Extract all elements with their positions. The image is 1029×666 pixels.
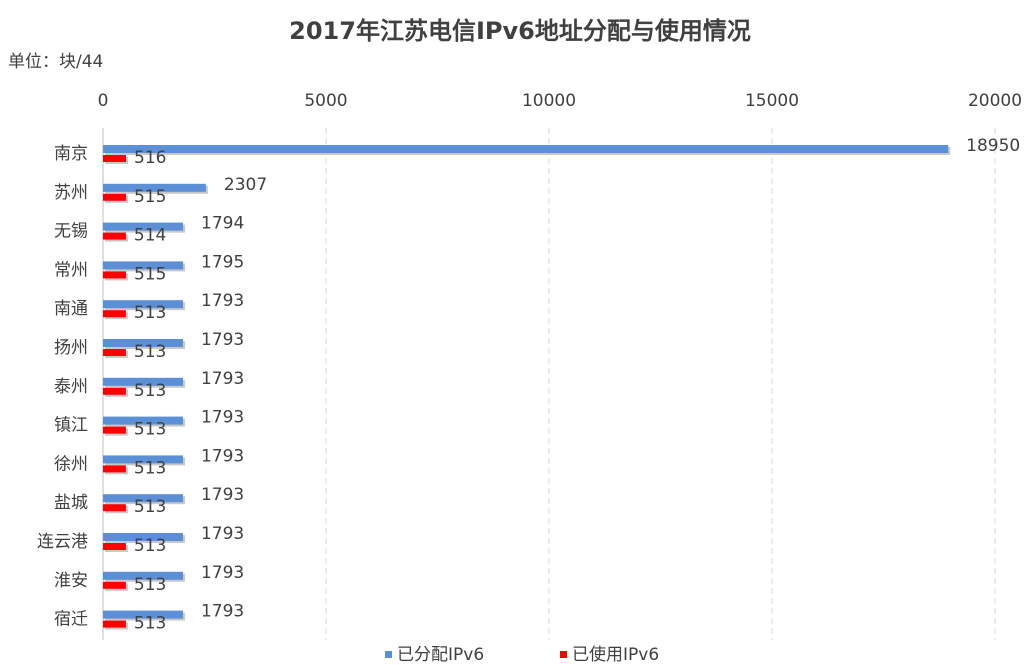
bar xyxy=(103,416,183,425)
data-label: 1793 xyxy=(201,291,244,311)
data-label: 1793 xyxy=(201,485,244,505)
x-tick-label: 0 xyxy=(98,91,109,111)
legend-label: 已使用IPv6 xyxy=(572,644,659,665)
y-tick-label: 南京 xyxy=(54,144,88,164)
data-label: 514 xyxy=(134,226,166,246)
unit-label: 单位：块/44 xyxy=(8,52,103,72)
bar xyxy=(103,222,184,231)
legend-label: 已分配IPv6 xyxy=(397,645,484,665)
bar xyxy=(103,271,126,279)
y-tick-label: 镇江 xyxy=(54,416,88,436)
y-tick-label: 扬州 xyxy=(54,338,88,358)
data-label: 1793 xyxy=(201,602,244,622)
data-label: 513 xyxy=(134,342,166,362)
x-tick-label: 5000 xyxy=(304,91,347,111)
y-tick-label: 苏州 xyxy=(54,183,88,203)
bar xyxy=(103,300,183,309)
bar xyxy=(103,610,183,619)
data-label: 515 xyxy=(134,187,166,207)
data-label: 513 xyxy=(134,536,166,556)
bar xyxy=(103,620,126,628)
y-tick-label: 南通 xyxy=(54,299,88,319)
data-label: 513 xyxy=(134,497,166,517)
bar xyxy=(103,494,183,503)
bar xyxy=(103,426,126,434)
y-tick-label: 连云港 xyxy=(37,532,88,552)
legend-swatch xyxy=(560,651,567,658)
bar xyxy=(103,504,126,512)
data-label: 515 xyxy=(134,264,166,284)
bar xyxy=(103,310,126,318)
data-label: 1793 xyxy=(201,369,244,389)
y-tick-label: 无锡 xyxy=(54,222,88,242)
bar xyxy=(103,533,183,541)
data-label: 513 xyxy=(134,303,166,323)
y-tick-label: 泰州 xyxy=(54,377,88,397)
x-tick-label: 20000 xyxy=(968,91,1022,111)
data-label: 513 xyxy=(134,614,166,634)
data-label: 1795 xyxy=(201,252,244,272)
data-label: 1793 xyxy=(201,563,244,583)
data-label: 513 xyxy=(134,458,166,478)
bar xyxy=(103,465,126,473)
data-label: 513 xyxy=(134,575,166,595)
bar xyxy=(103,232,126,240)
data-label: 1793 xyxy=(201,446,244,466)
data-label: 1793 xyxy=(201,408,244,428)
data-label: 516 xyxy=(134,148,166,168)
data-label: 1794 xyxy=(201,214,244,234)
bar xyxy=(103,339,183,347)
data-label: 2307 xyxy=(224,175,267,195)
data-label: 18950 xyxy=(966,136,1020,156)
data-label: 1793 xyxy=(201,524,244,544)
bar xyxy=(103,571,183,580)
y-tick-label: 宿迁 xyxy=(54,610,88,630)
data-label: 1793 xyxy=(201,330,244,350)
bar xyxy=(103,183,206,192)
data-label: 513 xyxy=(134,381,166,401)
bar xyxy=(103,377,183,386)
bar xyxy=(103,261,184,270)
bar xyxy=(103,349,126,356)
bar xyxy=(103,155,127,162)
x-tick-label: 10000 xyxy=(522,91,576,111)
y-tick-label: 常州 xyxy=(54,260,88,280)
y-tick-label: 淮安 xyxy=(54,571,88,591)
bar xyxy=(103,581,126,589)
chart-title: 2017年江苏电信IPv6地址分配与使用情况 xyxy=(289,17,751,45)
y-tick-label: 徐州 xyxy=(54,454,88,474)
bar xyxy=(103,193,126,201)
bar xyxy=(103,145,949,153)
y-tick-label: 盐城 xyxy=(54,493,88,513)
bar xyxy=(103,387,126,395)
bar xyxy=(103,455,183,464)
legend-swatch xyxy=(385,651,392,658)
x-tick-label: 15000 xyxy=(745,91,799,111)
data-label: 513 xyxy=(134,420,166,440)
bar xyxy=(103,543,126,550)
